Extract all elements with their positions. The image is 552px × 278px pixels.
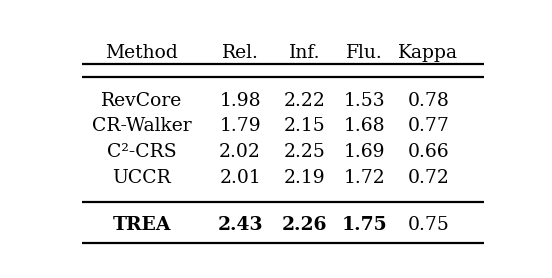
Text: 2.15: 2.15 xyxy=(283,118,325,135)
Text: 1.98: 1.98 xyxy=(219,92,261,110)
Text: 1.69: 1.69 xyxy=(343,143,385,161)
Text: Flu.: Flu. xyxy=(346,44,383,62)
Text: UCCR: UCCR xyxy=(113,169,171,187)
Text: RevCore: RevCore xyxy=(101,92,182,110)
Text: 1.79: 1.79 xyxy=(219,118,261,135)
Text: 1.72: 1.72 xyxy=(343,169,385,187)
Text: Rel.: Rel. xyxy=(222,44,258,62)
Text: 2.22: 2.22 xyxy=(283,92,325,110)
Text: 2.43: 2.43 xyxy=(217,216,263,234)
Text: CR-Walker: CR-Walker xyxy=(92,118,192,135)
Text: 0.72: 0.72 xyxy=(407,169,449,187)
Text: 2.02: 2.02 xyxy=(219,143,261,161)
Text: 2.26: 2.26 xyxy=(282,216,327,234)
Text: 0.77: 0.77 xyxy=(407,118,449,135)
Text: 1.53: 1.53 xyxy=(343,92,385,110)
Text: 0.75: 0.75 xyxy=(407,216,449,234)
Text: Inf.: Inf. xyxy=(289,44,320,62)
Text: 2.01: 2.01 xyxy=(219,169,261,187)
Text: 2.25: 2.25 xyxy=(283,143,325,161)
Text: 1.68: 1.68 xyxy=(343,118,385,135)
Text: C²-CRS: C²-CRS xyxy=(107,143,177,161)
Text: 0.66: 0.66 xyxy=(407,143,449,161)
Text: 1.75: 1.75 xyxy=(341,216,387,234)
Text: Kappa: Kappa xyxy=(399,44,458,62)
Text: 2.19: 2.19 xyxy=(284,169,325,187)
Text: Method: Method xyxy=(105,44,178,62)
Text: 0.78: 0.78 xyxy=(407,92,449,110)
Text: TREA: TREA xyxy=(113,216,171,234)
